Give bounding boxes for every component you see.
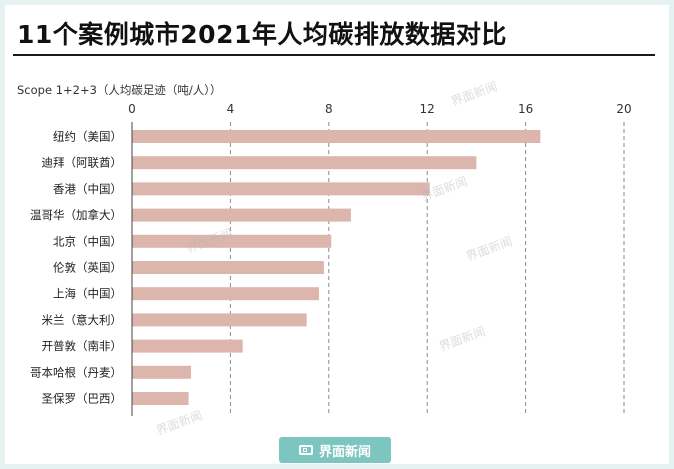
category-label: 纽约（美国） — [53, 130, 122, 144]
chart-card: 11个案例城市2021年人均碳排放数据对比 Scope 1+2+3（人均碳足迹（… — [5, 5, 669, 464]
category-label: 米兰（意大利） — [42, 313, 123, 327]
category-label: 哥本哈根（丹麦） — [30, 365, 122, 379]
bar — [132, 392, 189, 405]
x-axis-unit-label: Scope 1+2+3（人均碳足迹（吨/人）） — [17, 83, 222, 97]
brand-logo: 界面新闻 — [279, 437, 391, 463]
bar — [132, 234, 332, 248]
category-labels: 纽约（美国） 迪拜（阿联酋） 香港（中国） 温哥华（加拿大） 北京（中国） 伦敦（英国） 上… — [30, 130, 122, 406]
brand-icon — [298, 445, 313, 455]
bar — [132, 339, 243, 353]
bar — [132, 313, 307, 327]
category-label: 温哥华（加拿大） — [30, 208, 122, 222]
x-tick-label: 4 — [227, 102, 235, 116]
title-divider — [13, 54, 655, 56]
brand-text: 界面新闻 — [318, 444, 371, 460]
x-axis-ticks: 0 4 8 12 16 20 — [128, 102, 631, 116]
x-tick-label: 0 — [128, 102, 136, 116]
bar — [132, 261, 324, 274]
category-label: 北京（中国） — [53, 234, 122, 248]
x-tick-label: 12 — [420, 102, 435, 116]
chart-title: 11个案例城市2021年人均碳排放数据对比 — [17, 20, 507, 49]
bar — [132, 208, 351, 222]
bar — [132, 365, 192, 379]
x-tick-label: 16 — [518, 102, 533, 116]
category-label: 伦敦（英国） — [53, 261, 122, 275]
bar — [132, 287, 319, 301]
x-tick-label: 8 — [325, 102, 333, 116]
category-label: 圣保罗（巴西） — [42, 392, 123, 406]
category-label: 开普敦（南非） — [42, 339, 123, 353]
x-tick-label: 20 — [616, 102, 631, 116]
bar — [132, 156, 477, 170]
bar — [132, 130, 541, 143]
bar — [132, 182, 430, 196]
category-label: 香港（中国） — [53, 182, 122, 196]
category-label: 上海（中国） — [53, 287, 122, 301]
category-label: 迪拜（阿联酋） — [42, 156, 123, 170]
bars — [132, 130, 541, 405]
